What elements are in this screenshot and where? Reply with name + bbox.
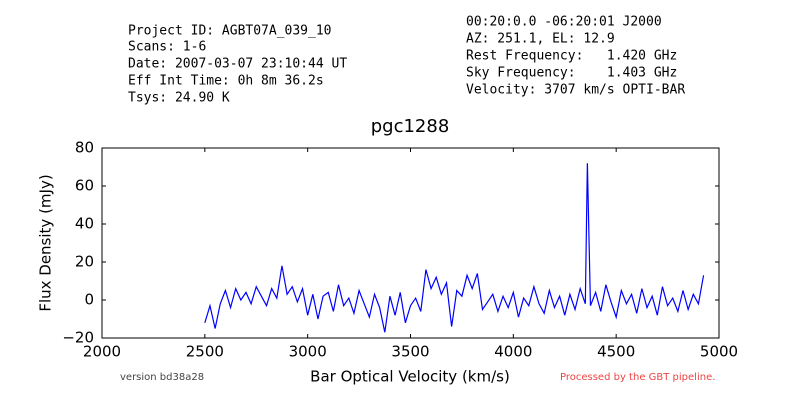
- y-tick-label: −20: [62, 329, 94, 347]
- header-line: Rest Frequency: 1.420 GHz: [466, 49, 677, 64]
- y-tick-label: 20: [75, 253, 94, 271]
- x-tick-label: 3500: [391, 343, 429, 361]
- y-tick-label: 80: [75, 139, 94, 157]
- header-line: Velocity: 3707 km/s OPTI-BAR: [466, 83, 685, 98]
- y-tick-label: 40: [75, 215, 94, 233]
- y-axis-label: Flux Density (mJy): [37, 174, 55, 311]
- y-tick-label: 0: [84, 291, 94, 309]
- plot-frame: [101, 147, 720, 339]
- x-tick-label: 4500: [597, 343, 635, 361]
- header-line: Eff Int Time: 0h 8m 36.2s: [128, 74, 324, 89]
- header-line: 00:20:0.0 -06:20:01 J2000: [466, 15, 662, 30]
- header-line: AZ: 251.1, EL: 12.9: [466, 32, 615, 47]
- header-line: Scans: 1-6: [128, 40, 206, 55]
- x-axis-label: Bar Optical Velocity (km/s): [310, 368, 510, 386]
- header-line: Tsys: 24.90 K: [128, 91, 230, 106]
- y-tick-label: 60: [75, 177, 94, 195]
- header-line: Date: 2007-03-07 23:10:44 UT: [128, 57, 347, 72]
- x-tick-label: 2000: [83, 343, 121, 361]
- x-tick-label: 2500: [186, 343, 224, 361]
- spectrum-line: [204, 163, 705, 333]
- chart-title: pgc1288: [371, 116, 450, 137]
- x-tick-label: 3000: [289, 343, 327, 361]
- x-tick-label: 5000: [700, 343, 738, 361]
- header-line: Project ID: AGBT07A_039_10: [128, 24, 332, 39]
- pipeline-note: Processed by the GBT pipeline.: [560, 372, 715, 383]
- version-note: version bd38a28: [120, 372, 204, 383]
- x-tick-label: 4000: [494, 343, 532, 361]
- header-line: Sky Frequency: 1.403 GHz: [466, 66, 677, 81]
